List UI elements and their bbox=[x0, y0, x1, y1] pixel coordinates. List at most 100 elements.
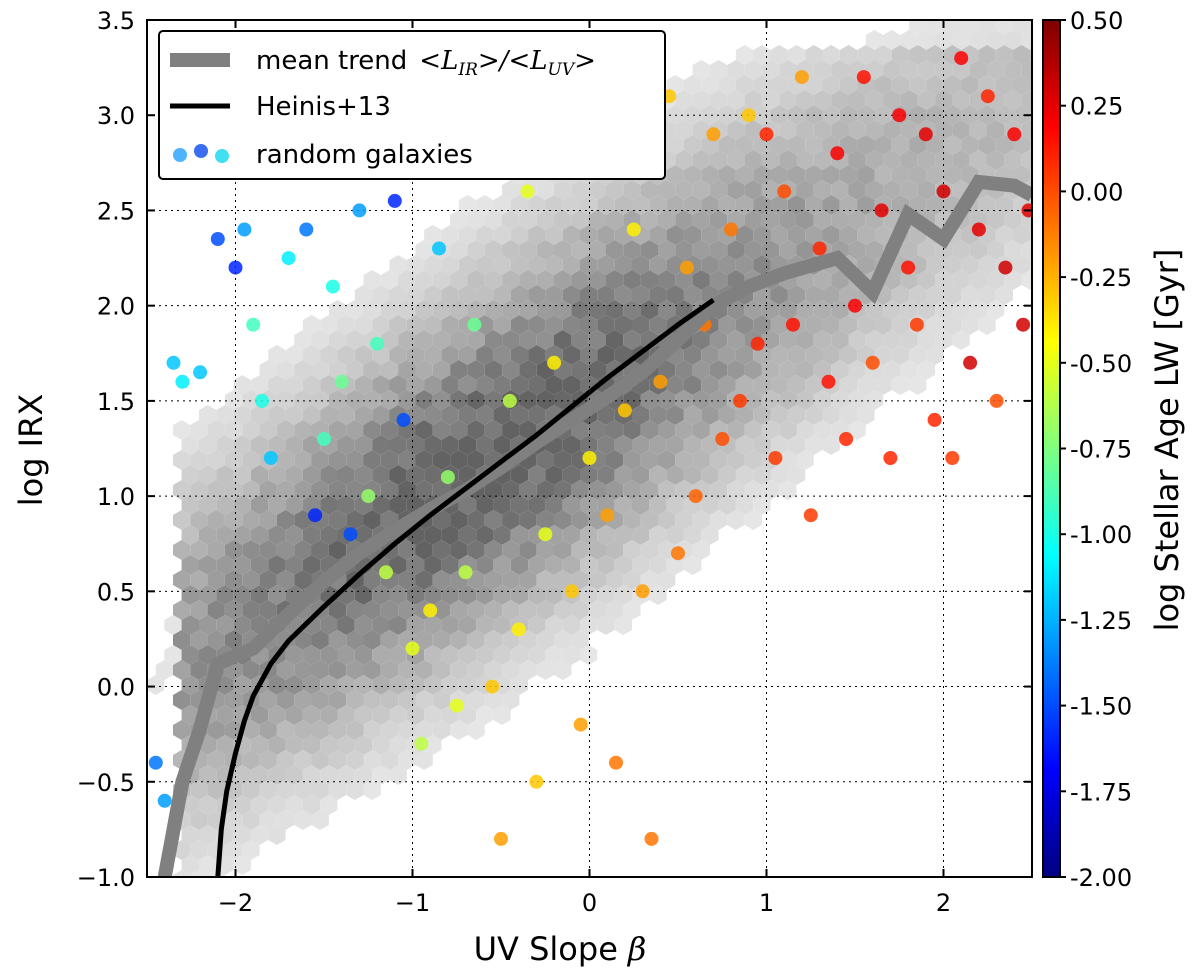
y-tick-label: 3.5 bbox=[97, 7, 135, 35]
hexbin-cell bbox=[476, 255, 494, 275]
hexbin-cell bbox=[389, 435, 407, 455]
hexbin-cell bbox=[692, 330, 710, 350]
galaxy-point bbox=[609, 755, 623, 770]
hexbin-cell bbox=[173, 870, 191, 877]
hexbin-cell bbox=[502, 240, 520, 260]
hexbin-cell bbox=[285, 675, 303, 695]
hexbin-cell bbox=[1013, 20, 1031, 35]
hexbin-cell bbox=[302, 555, 321, 575]
hexbin-cell bbox=[744, 300, 762, 320]
hexbin-cell bbox=[580, 465, 598, 485]
hexbin-cell bbox=[588, 420, 606, 440]
galaxy-point bbox=[370, 336, 385, 351]
hexbin-cell bbox=[883, 330, 901, 350]
hexbin-cell bbox=[458, 225, 477, 245]
hexbin-cell bbox=[302, 435, 321, 455]
galaxy-point bbox=[954, 51, 969, 66]
hexbin-cell bbox=[545, 645, 563, 665]
hexbin-cell bbox=[528, 585, 546, 605]
hexbin-cell bbox=[285, 345, 303, 365]
hexbin-cell bbox=[709, 510, 728, 530]
hexbin-cell bbox=[606, 480, 624, 500]
hexbin-cell bbox=[476, 585, 494, 605]
hexbin-cell bbox=[346, 510, 364, 530]
hexbin-cell bbox=[233, 795, 251, 815]
hexbin-cell bbox=[709, 480, 728, 500]
hexbin-cell bbox=[623, 570, 641, 590]
hexbin-cell bbox=[632, 435, 650, 455]
hexbin-cell bbox=[822, 435, 840, 455]
hexbin-cell bbox=[432, 540, 451, 560]
hexbin-cell bbox=[268, 495, 286, 515]
hexbin-cell bbox=[865, 180, 884, 200]
hexbin-cell bbox=[666, 405, 684, 425]
hexbin-cell bbox=[744, 450, 762, 470]
hexbin-cell bbox=[199, 795, 217, 815]
hexbin-cell bbox=[354, 585, 373, 605]
hexbin-cell bbox=[510, 375, 529, 395]
hexbin-cell bbox=[199, 405, 217, 425]
hexbin-cell bbox=[458, 255, 477, 275]
hexbin-cell bbox=[484, 690, 503, 710]
hexbin-cell bbox=[640, 390, 658, 410]
hexbin-cell bbox=[285, 405, 303, 425]
hexbin-cell bbox=[207, 510, 225, 530]
hexbin-cell bbox=[969, 30, 987, 50]
hexbin-cell bbox=[216, 735, 234, 755]
hexbin-cell bbox=[805, 75, 823, 95]
y-tick-label: −0.5 bbox=[77, 769, 135, 797]
hexbin-cell bbox=[476, 405, 494, 425]
hexbin-cell bbox=[580, 495, 598, 515]
hexbin-cell bbox=[536, 210, 554, 230]
hexbin-cell bbox=[372, 645, 390, 665]
hexbin-cell bbox=[346, 300, 364, 320]
hexbin-cell bbox=[250, 795, 269, 815]
hexbin-cell bbox=[987, 300, 1005, 320]
galaxy-point bbox=[644, 831, 659, 846]
hexbin-cell bbox=[224, 540, 243, 560]
colorbar-tick-label: -0.50 bbox=[1070, 350, 1132, 378]
galaxy-point bbox=[989, 393, 1004, 408]
hexbin-cell bbox=[294, 810, 312, 830]
x-axis-label: UV Slope β bbox=[474, 930, 647, 968]
hexbin-cell bbox=[285, 795, 303, 815]
hexbin-cell bbox=[545, 375, 563, 395]
hexbin-cell bbox=[415, 330, 433, 350]
hexbin-cell bbox=[337, 615, 355, 635]
galaxy-point bbox=[573, 717, 588, 732]
hexbin-cell bbox=[424, 435, 442, 455]
hexbin-cell bbox=[554, 300, 572, 320]
hexbin-cell bbox=[424, 555, 442, 575]
hexbin-cell bbox=[683, 105, 702, 125]
hexbin-cell bbox=[484, 330, 503, 350]
hexbin-cell bbox=[259, 510, 277, 530]
hexbin-cell bbox=[424, 675, 442, 695]
hexbin-cell bbox=[415, 660, 433, 680]
hexbin-cell bbox=[528, 315, 546, 335]
hexbin-cell bbox=[952, 90, 970, 110]
galaxy-point bbox=[980, 89, 995, 104]
hexbin-cell bbox=[346, 780, 364, 800]
hexbin-cell bbox=[623, 270, 641, 290]
hexbin-cell bbox=[640, 540, 658, 560]
hexbin-cell bbox=[484, 360, 503, 380]
hexbin-cell bbox=[796, 300, 814, 320]
hexbin-cell bbox=[510, 495, 529, 515]
hexbin-cell bbox=[969, 150, 987, 170]
hexbin-cell bbox=[398, 480, 416, 500]
hexbin-cell bbox=[718, 495, 736, 515]
hexbin-cell bbox=[554, 540, 572, 560]
hexbin-cell bbox=[242, 570, 260, 590]
hexbin-cell bbox=[562, 255, 580, 275]
galaxy-point bbox=[821, 374, 836, 389]
hexbin-cell bbox=[744, 390, 762, 410]
hexbin-cell bbox=[380, 420, 399, 440]
x-tick-label: −1 bbox=[395, 889, 430, 917]
hexbin-cell bbox=[476, 345, 494, 365]
hexbin-cell bbox=[805, 285, 823, 305]
hexbin-cell bbox=[199, 495, 217, 515]
hexbin-cell bbox=[276, 570, 295, 590]
hexbin-cell bbox=[380, 660, 399, 680]
hexbin-cell bbox=[528, 465, 546, 485]
galaxy-point bbox=[1007, 127, 1022, 142]
